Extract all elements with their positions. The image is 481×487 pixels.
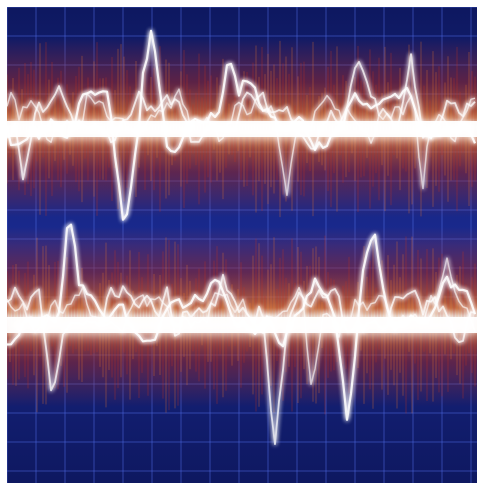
waveform-image: [7, 7, 477, 483]
upper-core-line-bright: [7, 121, 477, 137]
waveform-canvas: [7, 7, 477, 483]
waveform-trace: [7, 29, 477, 221]
lower-core-line-bright: [7, 317, 477, 333]
waveform-trace: [7, 88, 476, 196]
